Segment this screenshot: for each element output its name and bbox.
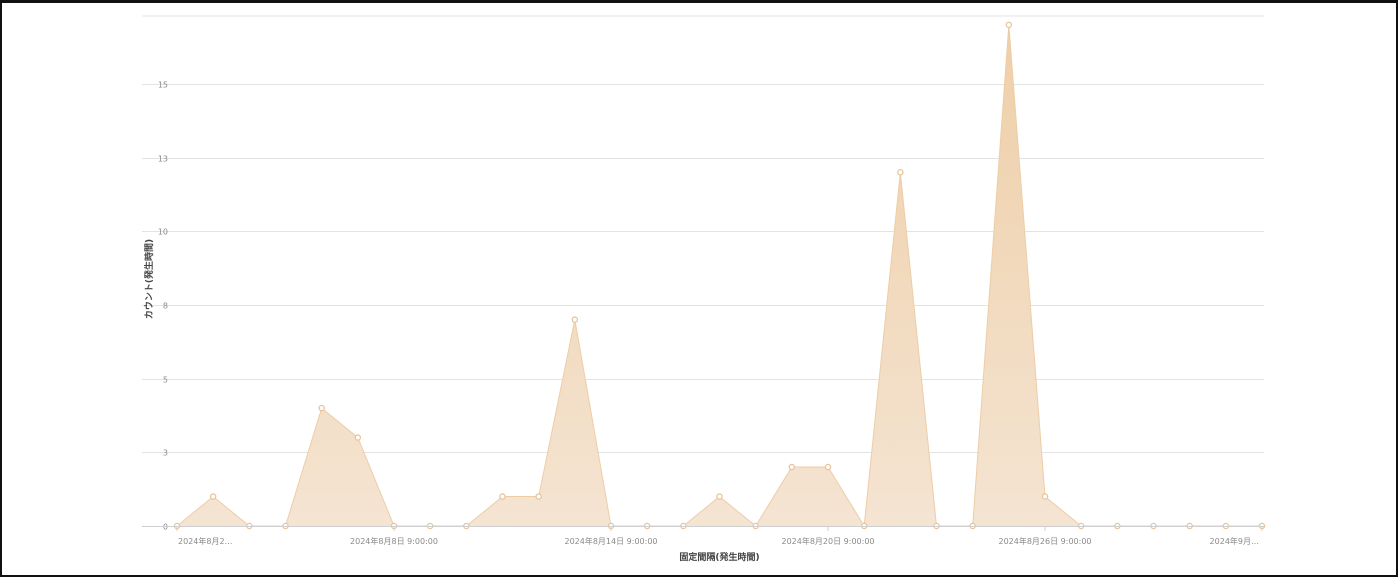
data-point[interactable] [716,493,723,500]
data-point[interactable] [499,493,506,500]
data-point[interactable] [897,168,904,176]
x-tick-label: 2024年8月26日 9:00:00 [998,536,1091,546]
x-tick-label: 2024年8月20日 9:00:00 [781,536,874,546]
y-tick-label: 15 [158,81,168,90]
x-tick-label: 2024年8月14日 9:00:00 [564,536,657,546]
axes: 03581013152024年8月2…2024年8月8日 9:00:002024… [142,81,1264,546]
x-tick-label: 2024年8月2… [178,536,233,546]
data-point[interactable] [788,463,796,471]
data-point[interactable] [571,316,579,323]
data-point[interactable] [535,493,542,500]
y-tick-label: 5 [163,376,168,385]
x-tick-label: 2024年8月8日 9:00:00 [350,536,438,546]
area-fill [177,24,1262,526]
area-chart: 03581013152024年8月2…2024年8月8日 9:00:002024… [142,15,1266,563]
data-point[interactable] [209,493,217,500]
y-tick-label: 13 [158,155,168,164]
grid-lines [142,15,1264,453]
data-point[interactable] [1005,21,1013,29]
y-tick-label: 8 [163,302,168,311]
x-axis-title: 固定間隔(発生時間) [679,551,759,563]
data-point[interactable] [318,404,325,412]
y-axis-title: カウント(発生時間) [143,239,155,319]
area-series [176,24,1262,528]
data-point[interactable] [354,434,362,441]
data-markers [173,21,1266,530]
x-tick-label: 2024年9月… [1210,536,1259,546]
data-point[interactable] [1041,493,1049,500]
y-tick-label: 10 [158,228,168,237]
y-tick-label: 3 [163,449,168,458]
data-point[interactable] [824,463,832,471]
